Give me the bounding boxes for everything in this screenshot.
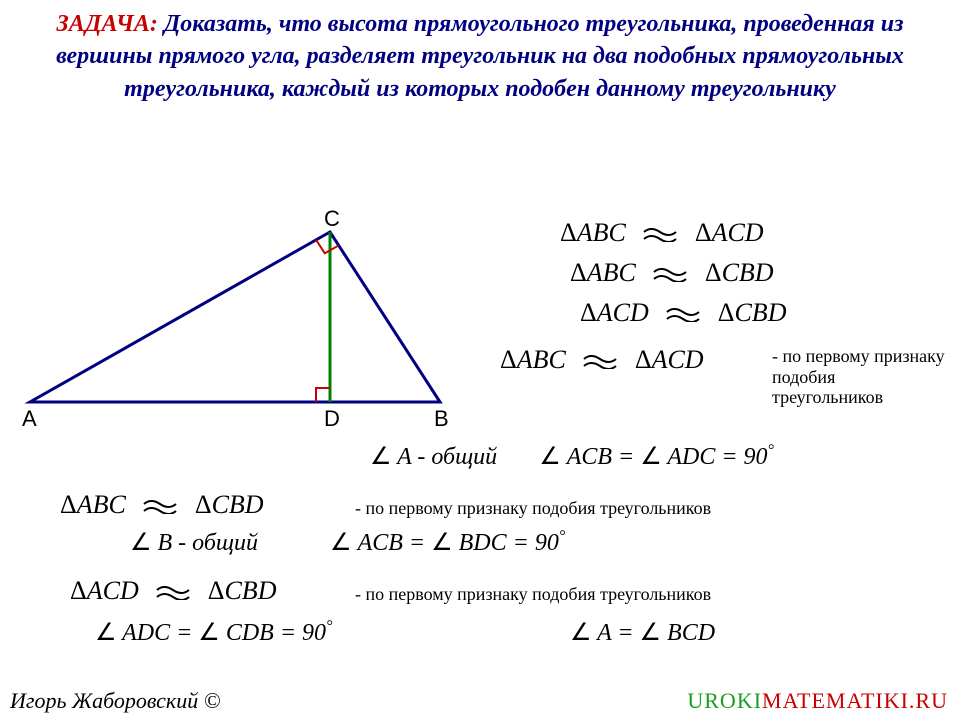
triangle-diagram: A B C D [20, 222, 450, 432]
vertex-d-label: D [324, 406, 340, 432]
relation-3: ΔACD ΔCBD [580, 298, 786, 328]
author-credit: Игорь Жаборовский © [10, 688, 220, 714]
proof-1-note: - по первому признаку подобия треугольни… [772, 346, 947, 408]
proof-3-rel: ΔACD ΔCBD [70, 576, 276, 606]
title-label: ЗАДАЧА: [56, 11, 157, 37]
proof-2-rel: ΔABC ΔCBD [60, 490, 264, 520]
vertex-c-label: C [324, 206, 340, 232]
vertex-a-label: A [22, 406, 37, 432]
proof-3-line-a: ∠ ADC = ∠ CDB = 90° [95, 618, 332, 647]
proof-2-note: - по первому признаку подобия треугольни… [355, 498, 711, 519]
triangle-svg [20, 222, 450, 432]
vertex-b-label: B [434, 406, 449, 432]
proof-1-line: ∠ A - общий ∠ ACB = ∠ ADC = 90° [370, 442, 774, 471]
site-credit: UROKIMATEMATIKI.RU [687, 688, 948, 714]
proof-3-note: - по первому признаку подобия треугольни… [355, 584, 711, 605]
proof-2-line: ∠ B - общий ∠ ACB = ∠ BDC = 90° [130, 528, 565, 557]
relation-1: ΔABC ΔACD [560, 218, 764, 248]
problem-title: ЗАДАЧА: Доказать, что высота прямоугольн… [0, 0, 960, 109]
title-text: Доказать, что высота прямоугольного треу… [56, 11, 904, 102]
proof-3-line-b: ∠ A = ∠ BCD [570, 618, 715, 647]
proof-1-rel: ΔABC ΔACD [500, 345, 704, 375]
relation-2: ΔABC ΔCBD [570, 258, 774, 288]
